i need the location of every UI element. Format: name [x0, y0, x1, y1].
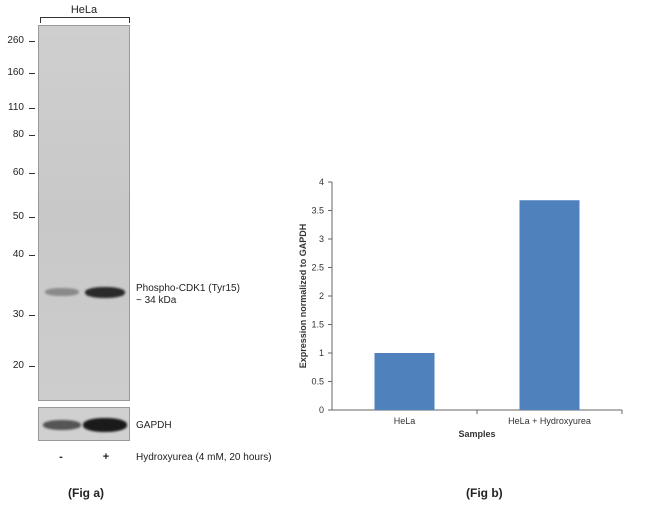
x-tick-label: HeLa: [394, 416, 416, 426]
mw-marker-label: 40: [12, 249, 24, 260]
fig-a-caption: (Fig a): [68, 486, 104, 500]
y-tick-label: 0.5: [311, 377, 324, 387]
mw-marker-tick: [29, 255, 35, 256]
mw-marker-label: 160: [7, 67, 24, 78]
mw-marker-label: 60: [12, 167, 24, 178]
y-tick-label: 1.5: [311, 320, 324, 330]
mw-marker-label: 30: [12, 309, 24, 320]
band-label-gapdh: GAPDH: [136, 420, 172, 431]
blot-sample-label: HeLa: [70, 4, 98, 16]
bar: [374, 353, 435, 410]
mw-marker-label: 260: [7, 35, 24, 46]
y-axis-label: Expression normalized to GAPDH: [298, 224, 308, 369]
mw-marker-label: 50: [12, 211, 24, 222]
mw-marker-tick: [29, 315, 35, 316]
x-axis-label: Samples: [458, 429, 495, 439]
x-tick-label: HeLa + Hydroxyurea: [508, 416, 591, 426]
band-label-kda: ~ 34 kDa: [136, 295, 177, 306]
bar: [519, 200, 580, 410]
western-blot-gapdh: [38, 407, 130, 441]
blot-sample-bracket: [40, 17, 130, 23]
y-tick-label: 3: [319, 234, 324, 244]
mw-marker-tick: [29, 73, 35, 74]
western-blot-main: [38, 25, 130, 401]
fig-b-caption: (Fig b): [466, 486, 503, 500]
blot-band-lane1: [45, 288, 79, 296]
treatment-minus: -: [59, 451, 63, 463]
y-tick-label: 0: [319, 405, 324, 415]
treatment-label: Hydroxyurea (4 mM, 20 hours): [136, 452, 272, 463]
y-tick-label: 3.5: [311, 206, 324, 216]
mw-marker-tick: [29, 366, 35, 367]
y-tick-label: 4: [319, 177, 324, 187]
y-tick-label: 2.5: [311, 263, 324, 273]
bar-chart: 0 0.5 1 1.5 2 2.5 3 3.5 4 HeLa HeLa + Hydroxyurea S…: [298, 177, 623, 439]
mw-marker-tick: [29, 108, 35, 109]
mw-marker-label: 110: [8, 102, 24, 113]
y-tick-label: 2: [319, 291, 324, 301]
mw-marker-tick: [29, 173, 35, 174]
blot-band-lane2: [85, 287, 125, 298]
mw-marker-tick: [29, 217, 35, 218]
mw-marker-tick: [29, 41, 35, 42]
treatment-plus: +: [102, 451, 110, 463]
gapdh-band-lane1: [43, 420, 81, 430]
mw-marker-label: 80: [12, 129, 24, 140]
gapdh-band-lane2: [83, 418, 127, 432]
mw-marker-tick: [29, 135, 35, 136]
band-label-phospho-cdk1: Phospho-CDK1 (Tyr15): [136, 283, 240, 294]
mw-marker-label: 20: [12, 360, 24, 371]
y-tick-label: 1: [319, 348, 324, 358]
